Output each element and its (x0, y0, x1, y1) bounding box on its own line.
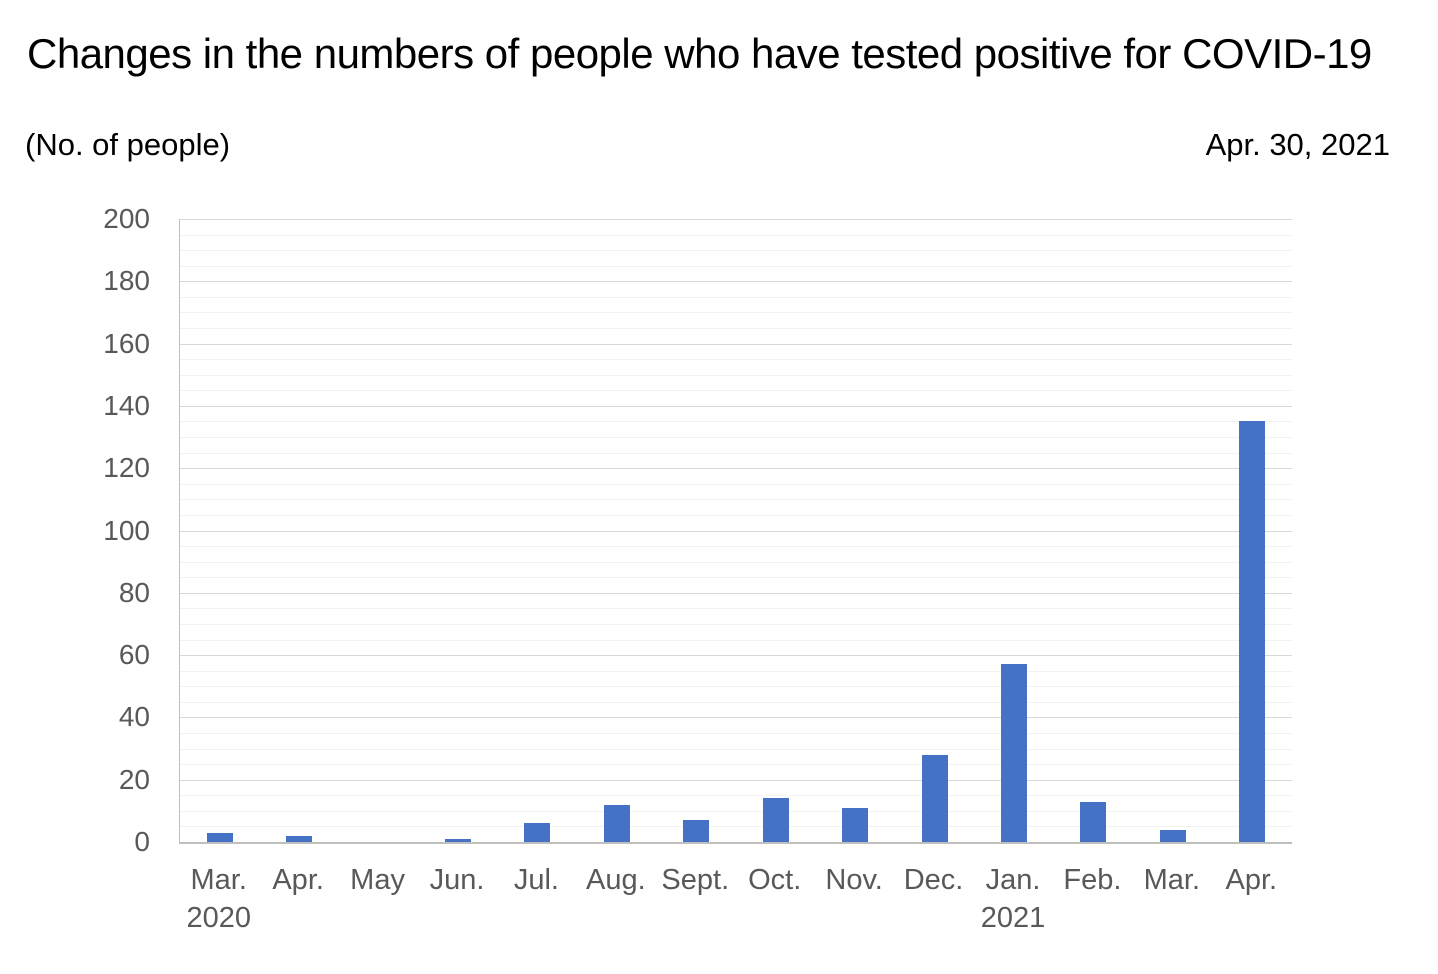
minor-gridline (180, 452, 1292, 454)
major-gridline (180, 717, 1292, 719)
bar (524, 823, 551, 842)
y-tick-label: 80 (118, 576, 150, 608)
y-tick-label: 40 (118, 701, 150, 733)
minor-gridline (180, 421, 1292, 423)
major-gridline (180, 405, 1292, 407)
y-tick-label: 60 (118, 639, 150, 671)
minor-gridline (180, 764, 1292, 766)
x-tick-label: Apr. (272, 864, 324, 896)
x-tick-label: Nov. (825, 864, 883, 896)
y-tick-label: 120 (103, 452, 150, 484)
minor-gridline (180, 359, 1292, 361)
minor-gridline (180, 437, 1292, 439)
y-tick-label: 160 (103, 327, 150, 359)
y-tick-label: 200 (103, 203, 150, 234)
major-gridline (180, 655, 1292, 657)
major-gridline (180, 343, 1292, 345)
minor-gridline (180, 296, 1292, 298)
chart-title: Changes in the numbers of people who hav… (27, 30, 1372, 77)
minor-gridline (180, 795, 1292, 797)
x-tick-label: Oct. (748, 864, 802, 896)
minor-gridline (180, 732, 1292, 734)
x-year-label: 2021 (980, 902, 1046, 934)
minor-gridline (180, 514, 1292, 516)
y-tick-label: 100 (103, 514, 150, 546)
x-tick-label: Mar. (190, 864, 247, 896)
x-tick-label: Apr. (1225, 864, 1278, 896)
x-tick-label: Feb. (1063, 864, 1122, 896)
bar (206, 832, 233, 842)
minor-gridline (180, 483, 1292, 485)
y-axis-unit-label: (No. of people) (25, 127, 231, 162)
major-gridline (180, 592, 1292, 594)
x-tick-label: Aug. (586, 864, 646, 896)
x-tick-label: Dec. (903, 864, 964, 896)
y-tick-label: 140 (103, 389, 150, 421)
y-tick-label: 20 (118, 763, 150, 795)
minor-gridline (180, 390, 1292, 392)
y-tick-label: 0 (134, 826, 150, 857)
minor-gridline (180, 577, 1292, 579)
major-gridline (180, 219, 1292, 220)
minor-gridline (180, 234, 1292, 236)
x-tick-label: Sept. (661, 864, 730, 896)
minor-gridline (180, 670, 1292, 672)
major-gridline (180, 530, 1292, 532)
minor-gridline (180, 265, 1292, 267)
minor-gridline (180, 623, 1292, 625)
bar (683, 820, 710, 842)
bar (842, 807, 869, 842)
bar (445, 838, 471, 842)
major-gridline (180, 468, 1292, 470)
minor-gridline (180, 328, 1292, 330)
minor-gridline (180, 639, 1292, 641)
chart-date-label: Apr. 30, 2021 (1205, 127, 1390, 162)
minor-gridline (180, 686, 1292, 688)
bar (603, 804, 630, 842)
minor-gridline (180, 250, 1292, 252)
bar (286, 835, 313, 842)
bar (1001, 664, 1027, 842)
x-tick-label: Mar. (1143, 864, 1201, 896)
bar (1239, 421, 1266, 842)
minor-gridline (180, 810, 1292, 812)
minor-gridline (180, 608, 1292, 610)
bar (1080, 801, 1107, 842)
bar (1159, 829, 1186, 842)
x-tick-label: May (350, 864, 405, 896)
x-tick-label: Jul. (513, 864, 559, 896)
minor-gridline (180, 826, 1292, 828)
minor-gridline (180, 499, 1292, 501)
plot-area (179, 219, 1292, 844)
minor-gridline (180, 312, 1292, 314)
minor-gridline (180, 701, 1292, 703)
x-tick-label: Jan. (985, 864, 1041, 896)
major-gridline (180, 779, 1292, 781)
minor-gridline (180, 748, 1292, 750)
bar (921, 754, 948, 842)
y-tick-label: 180 (103, 265, 150, 297)
bar (762, 798, 789, 842)
x-year-label: 2020 (186, 902, 251, 934)
minor-gridline (180, 546, 1292, 548)
x-tick-label: Jun. (429, 864, 485, 896)
major-gridline (180, 281, 1292, 283)
minor-gridline (180, 561, 1292, 563)
minor-gridline (180, 374, 1292, 376)
